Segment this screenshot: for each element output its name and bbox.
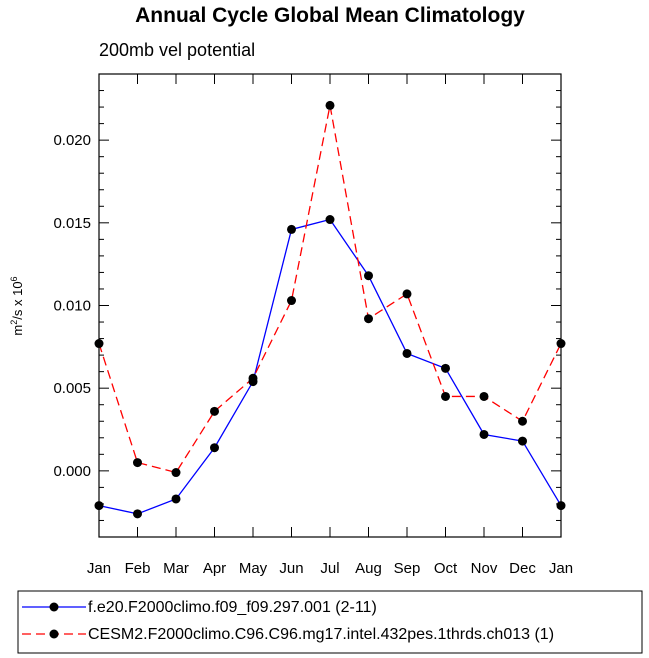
series-1-point — [556, 501, 566, 511]
x-tick-label: Jan — [549, 560, 573, 577]
series-2-point — [402, 289, 412, 299]
series-1-point — [133, 509, 142, 519]
x-tick-label: Sep — [394, 560, 421, 577]
y-tick-label: 0.005 — [53, 380, 91, 397]
series-2-point — [171, 468, 181, 478]
series-line-1 — [98, 218, 562, 515]
series-1-point — [171, 494, 181, 504]
x-tick-label: Apr — [203, 560, 226, 577]
series-2-point — [248, 373, 258, 383]
legend-box — [17, 590, 643, 654]
y-tick-label: 0.015 — [53, 215, 91, 232]
y-tick-labels: 0.000 0.005 0.010 0.015 0.020 — [53, 132, 91, 480]
x-tick-label: Dec — [509, 560, 536, 577]
series-1-point — [364, 271, 373, 281]
legend-label-series-2: CESM2.F2000climo.C96.C96.mg17.intel.432p… — [88, 626, 554, 643]
y-tick-label: 0.000 — [53, 463, 91, 480]
series-2-point — [133, 458, 142, 468]
x-tick-label: May — [239, 560, 268, 577]
series-1-point — [210, 443, 219, 453]
series-2-point — [556, 339, 566, 349]
chart-subtitle: 200mb vel potential — [99, 40, 255, 60]
legend: f.e20.F2000climo.f09_f09.297.001 (2-11) … — [17, 590, 643, 654]
axis-ticks — [98, 73, 562, 538]
series-2-point — [479, 391, 489, 401]
series-1-point — [94, 501, 104, 511]
legend-marker-series-2 — [49, 629, 59, 639]
x-tick-label: Oct — [434, 560, 458, 577]
x-tick-label: Mar — [163, 560, 189, 577]
series-line-2 — [98, 105, 562, 474]
series-1-point — [441, 363, 450, 373]
series-2-point — [325, 100, 335, 110]
plot-frame — [98, 73, 562, 538]
series-2-point — [210, 406, 219, 416]
series-2-point — [364, 314, 373, 324]
x-tick-label: Aug — [355, 560, 382, 577]
series-2-point — [441, 391, 450, 401]
y-tick-label: 0.010 — [53, 298, 91, 315]
x-tick-label: Jun — [279, 560, 303, 577]
series-2-point — [518, 416, 527, 426]
series-1-point — [287, 224, 296, 234]
x-tick-labels: Jan Feb Mar Apr May Jun Jul Aug Sep Oct Nov Dec Jan — [87, 560, 573, 577]
series-1-point — [402, 348, 412, 358]
chart-title: Annual Cycle Global Mean Climatology — [135, 4, 525, 27]
series-1-point — [325, 215, 335, 225]
x-tick-label: Jan — [87, 560, 111, 577]
series-2-point — [287, 296, 296, 306]
x-tick-label: Nov — [471, 560, 498, 577]
legend-label-series-1: f.e20.F2000climo.f09_f09.297.001 (2-11) — [88, 599, 377, 616]
series-1-point — [518, 436, 527, 446]
x-tick-label: Jul — [320, 560, 339, 577]
series-2-point — [94, 339, 104, 349]
series-layer — [94, 100, 566, 519]
legend-marker-series-1 — [49, 602, 59, 612]
x-tick-label: Feb — [125, 560, 151, 577]
series-1-point — [479, 429, 489, 439]
y-tick-label: 0.020 — [53, 132, 91, 149]
y-axis-label: m2/s x 106 — [9, 276, 25, 335]
